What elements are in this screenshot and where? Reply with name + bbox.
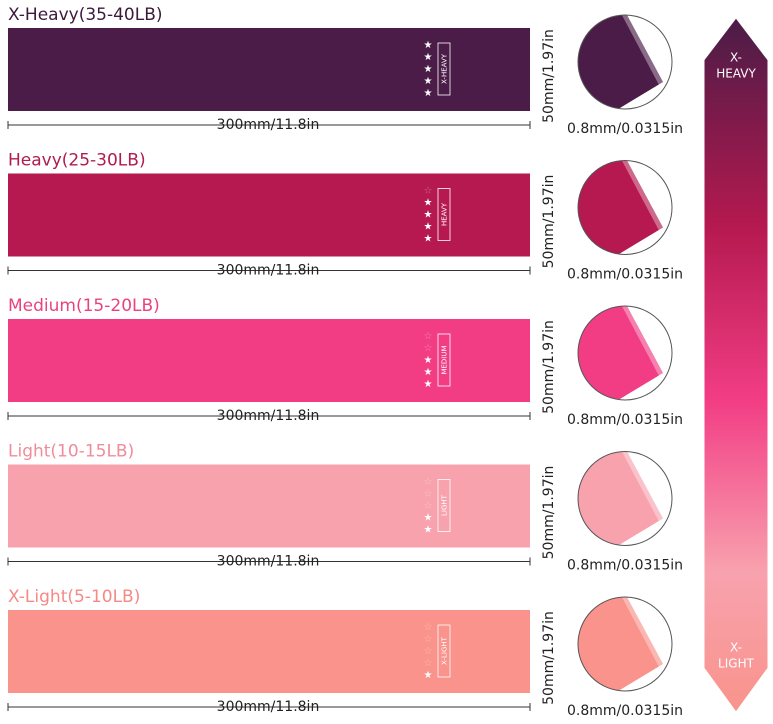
- band-marking: LIGHT★★☆☆☆: [424, 477, 451, 536]
- arrow-label: X-: [730, 641, 742, 655]
- band: [8, 610, 530, 693]
- star-filled: ★: [424, 355, 433, 366]
- star-empty: ☆: [424, 186, 433, 197]
- label-box: [437, 479, 451, 532]
- label-box: [437, 624, 451, 678]
- width-label: 50mm/1.97in: [541, 29, 557, 123]
- star-filled: ★: [424, 76, 433, 87]
- star-filled: ★: [424, 513, 433, 524]
- band-title: X-Light(5-10LB): [8, 587, 140, 607]
- band-title: Heavy(25-30LB): [8, 151, 146, 171]
- band-label: X-HEAVY: [441, 53, 449, 84]
- star-empty: ☆: [424, 501, 433, 512]
- band-label: LIGHT: [441, 494, 449, 516]
- star-empty: ☆: [424, 658, 433, 669]
- band-label: MEDIUM: [441, 345, 449, 374]
- star-filled: ★: [424, 234, 433, 245]
- closeup-ring: [577, 14, 673, 110]
- band-label: X-LIGHT: [441, 636, 449, 665]
- band-closeup: [578, 597, 672, 691]
- closeup-edge: [615, 160, 663, 231]
- star-rating: ★☆☆☆☆: [424, 622, 433, 681]
- band-closeup: [578, 160, 672, 255]
- star-empty: ☆: [424, 622, 433, 633]
- closeup-ring: [577, 451, 673, 546]
- star-filled: ★: [424, 88, 433, 99]
- band: [8, 464, 530, 548]
- band-closeup: [578, 451, 672, 546]
- width-label: 50mm/1.97in: [541, 466, 557, 560]
- closeup-edge: [615, 597, 663, 667]
- band-marking: X-LIGHT★☆☆☆☆: [424, 622, 451, 681]
- thickness-label: 0.8mm/0.0315in: [567, 121, 683, 137]
- star-filled: ★: [424, 40, 433, 51]
- band-label: HEAVY: [441, 202, 449, 226]
- band: [8, 173, 530, 257]
- band: [8, 28, 530, 111]
- width-label: 50mm/1.97in: [541, 175, 557, 269]
- band-title: X-Heavy(35-40LB): [8, 5, 163, 25]
- label-box: [437, 188, 451, 241]
- length-label: 300mm/11.8in: [217, 554, 320, 570]
- band-title: Light(10-15LB): [8, 442, 134, 462]
- star-filled: ★: [424, 367, 433, 378]
- closeup-ring: [577, 596, 673, 692]
- arrow-label: LIGHT: [718, 657, 755, 671]
- star-rating: ★★★★☆: [424, 186, 433, 245]
- width-label: 50mm/1.97in: [541, 320, 557, 414]
- star-filled: ★: [424, 222, 433, 233]
- star-filled: ★: [424, 52, 433, 63]
- arrow-label: X-: [730, 51, 742, 65]
- star-empty: ☆: [424, 343, 433, 354]
- arrow-label: HEAVY: [716, 67, 756, 81]
- band-title: Medium(15-20LB): [8, 296, 160, 316]
- star-empty: ☆: [424, 646, 433, 657]
- star-filled: ★: [424, 64, 433, 75]
- length-label: 300mm/11.8in: [217, 117, 320, 133]
- closeup-edge: [615, 306, 663, 376]
- length-label: 300mm/11.8in: [217, 699, 320, 715]
- closeup-ring: [577, 305, 673, 401]
- band-marking: HEAVY★★★★☆: [424, 186, 451, 245]
- star-filled: ★: [424, 198, 433, 209]
- thickness-label: 0.8mm/0.0315in: [567, 703, 683, 719]
- closeup-edge: [615, 15, 663, 85]
- band-marking: X-HEAVY★★★★★: [424, 40, 451, 99]
- star-empty: ☆: [424, 634, 433, 645]
- band: [8, 319, 530, 402]
- star-filled: ★: [424, 210, 433, 221]
- star-rating: ★★☆☆☆: [424, 477, 433, 536]
- band-closeup: [578, 306, 672, 400]
- label-box: [437, 333, 451, 387]
- thickness-label: 0.8mm/0.0315in: [567, 558, 683, 574]
- band-closeup: [578, 15, 672, 109]
- length-label: 300mm/11.8in: [217, 263, 320, 279]
- star-filled: ★: [424, 670, 433, 681]
- label-box: [437, 42, 451, 96]
- closeup-ring: [577, 160, 673, 255]
- star-filled: ★: [424, 525, 433, 536]
- star-empty: ☆: [424, 489, 433, 500]
- star-rating: ★★★★★: [424, 40, 433, 99]
- width-label: 50mm/1.97in: [541, 611, 557, 705]
- star-rating: ★★★☆☆: [424, 331, 433, 390]
- closeup-edge: [615, 451, 663, 522]
- star-empty: ☆: [424, 477, 433, 488]
- thickness-label: 0.8mm/0.0315in: [567, 412, 683, 428]
- band-marking: MEDIUM★★★☆☆: [424, 331, 451, 390]
- length-label: 300mm/11.8in: [217, 408, 320, 424]
- weight-arrow: [703, 17, 769, 713]
- star-empty: ☆: [424, 331, 433, 342]
- star-filled: ★: [424, 379, 433, 390]
- thickness-label: 0.8mm/0.0315in: [567, 267, 683, 283]
